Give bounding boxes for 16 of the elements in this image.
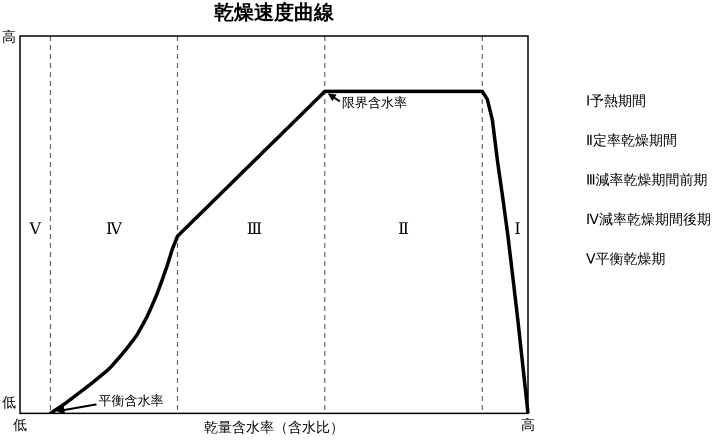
annotation: Ⅴ — [28, 218, 42, 238]
text: 低 — [2, 395, 16, 412]
annotation: Ⅲ — [246, 218, 262, 238]
text: Ⅳ減率乾燥期間後期 — [586, 212, 711, 228]
text: Ⅲ減率乾燥期間前期 — [586, 172, 708, 189]
text: 高 — [2, 30, 16, 46]
x-axis-title: 乾量含水率（含水比） — [204, 420, 344, 436]
annotation: Ⅱ — [398, 218, 409, 238]
annotation: Ⅳ — [106, 218, 123, 238]
text: Ⅱ定率乾燥期間 — [586, 133, 677, 150]
annotation: Ⅰ — [514, 218, 521, 238]
chart-title: 乾燥速度曲線 — [214, 0, 335, 24]
annotation: 限界含水率 — [342, 94, 407, 111]
annotation: 平衡含水率 — [98, 392, 164, 409]
text: Ⅰ予熱期間 — [586, 94, 646, 110]
text: Ⅴ平衡乾燥期 — [586, 252, 666, 268]
